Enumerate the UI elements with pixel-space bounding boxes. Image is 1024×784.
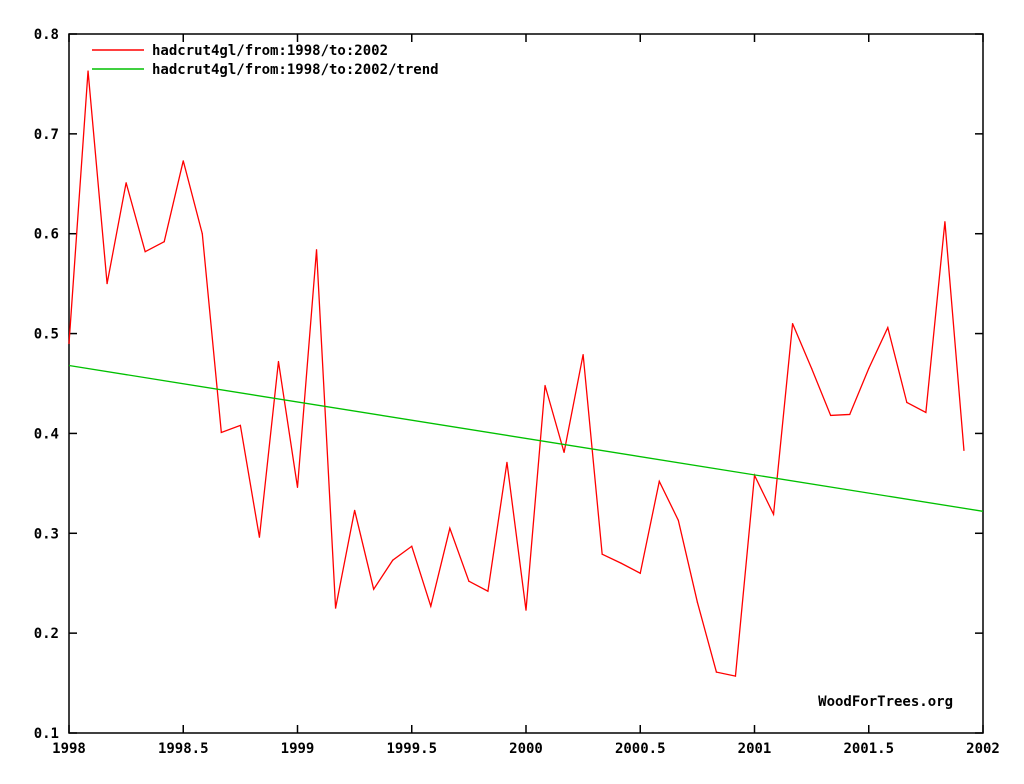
data-point [696, 601, 698, 603]
x-tick-label: 1998.5 [158, 741, 209, 757]
data-point [201, 233, 203, 235]
y-tick-label: 0.2 [34, 626, 59, 642]
data-point [925, 411, 927, 414]
data-point [544, 384, 546, 387]
data-point [906, 401, 908, 404]
data-point [715, 671, 718, 673]
x-tick-label: 2002 [966, 741, 1000, 757]
data-point [887, 326, 889, 329]
data-point [944, 221, 946, 223]
data-point [125, 182, 127, 184]
data-point [163, 241, 165, 243]
data-point [563, 451, 565, 454]
data-point [430, 605, 432, 607]
series-line-hadcrut4gl [68, 70, 965, 677]
x-tick-label: 2000.5 [615, 741, 666, 757]
data-point [849, 413, 851, 416]
plot-frame [68, 33, 984, 734]
y-tick-label: 0.5 [34, 327, 59, 343]
data-point [830, 414, 832, 417]
y-tick-label: 0.3 [34, 526, 59, 542]
x-tick-label: 1999.5 [386, 741, 437, 757]
data-point [354, 509, 356, 511]
series-line-trend [68, 364, 984, 512]
data-point [963, 449, 965, 452]
data-point [449, 527, 451, 529]
data-point [182, 160, 184, 162]
data-point [87, 70, 89, 72]
data-point [601, 553, 603, 555]
data-point [620, 562, 622, 564]
data-point [468, 580, 470, 582]
x-tick-label: 2000 [509, 741, 543, 757]
data-point [868, 367, 870, 370]
legend: hadcrut4gl/from:1998/to:2002 hadcrut4gl/… [92, 43, 439, 78]
data-point [392, 559, 394, 561]
data-point [315, 249, 318, 251]
y-tick-label: 0.6 [34, 227, 59, 243]
data-point [582, 353, 584, 356]
data-point [239, 424, 241, 427]
x-tick-label: 2001.5 [843, 741, 894, 757]
data-point [639, 572, 641, 574]
data-point [411, 545, 413, 547]
data-point [277, 360, 280, 363]
data-point [296, 486, 299, 488]
y-tick-label: 0.7 [34, 127, 59, 143]
data-point [658, 480, 660, 482]
data-point [334, 607, 337, 609]
data-point [144, 251, 146, 253]
data-point [525, 609, 527, 611]
data-point [68, 342, 70, 345]
data-point [734, 675, 737, 677]
legend-label-series: hadcrut4gl/from:1998/to:2002 [152, 43, 388, 59]
x-tick-label: 1999 [281, 741, 315, 757]
data-point [811, 367, 813, 370]
data-point [220, 431, 222, 434]
legend-label-trend: hadcrut4gl/from:1998/to:2002/trend [152, 62, 439, 78]
data-point [791, 322, 794, 325]
data-point [373, 588, 375, 590]
x-tick-label: 1998 [52, 741, 86, 757]
data-point [258, 536, 261, 538]
data-point [772, 513, 775, 515]
y-tick-label: 0.1 [34, 726, 59, 742]
watermark: WoodForTrees.org [818, 694, 953, 710]
data-point [677, 519, 679, 521]
x-tick-label: 2001 [738, 741, 772, 757]
data-point [487, 590, 489, 592]
data-point [506, 461, 508, 463]
y-tick-label: 0.4 [34, 426, 59, 442]
y-tick-label: 0.8 [34, 27, 59, 43]
data-point [106, 283, 108, 285]
